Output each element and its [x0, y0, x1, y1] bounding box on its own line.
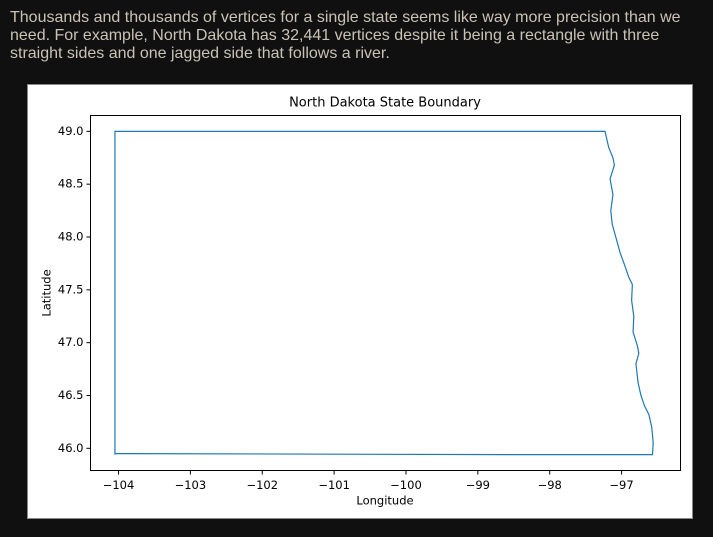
x-tick-label: −99: [466, 478, 490, 492]
y-tick-label: 47.5: [58, 282, 84, 296]
x-tick-label: −102: [246, 478, 278, 492]
x-tick-label: −101: [318, 478, 350, 492]
x-tick-label: −104: [103, 478, 135, 492]
x-tick-label: −103: [175, 478, 207, 492]
x-tick-label: −98: [538, 478, 562, 492]
chart-background: [27, 84, 693, 519]
y-tick-label: 46.5: [58, 388, 84, 402]
chart-title: North Dakota State Boundary: [289, 96, 481, 111]
x-tick-label: −100: [390, 478, 422, 492]
y-tick-label: 48.0: [58, 230, 84, 244]
y-axis-label: Latitude: [40, 269, 54, 316]
intro-text: Thousands and thousands of vertices for …: [10, 9, 681, 62]
y-tick-label: 47.0: [58, 335, 84, 349]
line: [114, 130, 654, 456]
x-axis-label: Longitude: [356, 494, 413, 508]
plot-frame: [90, 115, 681, 471]
y-tick-label: 48.5: [58, 177, 84, 191]
x-tick-label: −97: [609, 478, 633, 492]
y-tick-label: 49.0: [58, 124, 84, 138]
y-tick-label: 46.0: [58, 441, 84, 455]
